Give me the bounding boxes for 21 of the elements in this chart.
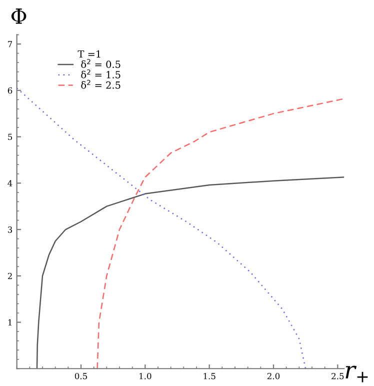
- legend-label: δ$^{2}$ = 2.5: [81, 80, 120, 89]
- x-tick-label: 1.5: [204, 372, 216, 380]
- y-tick-label: 6: [8, 87, 12, 94]
- x-tick-label: 2.0: [267, 372, 280, 380]
- y-tick-label: 3: [8, 226, 12, 233]
- x-axis-title: r$_{+}$: [346, 366, 368, 382]
- y-tick-label: 4: [8, 180, 12, 186]
- legend-title: T =1: [78, 50, 100, 58]
- y-tick-label: 1: [8, 319, 12, 326]
- y-tick-label: 2: [8, 272, 12, 280]
- legend-label: δ$^{2}$ = 1.5: [81, 69, 120, 78]
- line-series: [16, 87, 306, 369]
- y-tick-label: 7: [8, 41, 12, 48]
- line-series: [36, 176, 344, 369]
- y-tick-label: 5: [8, 134, 12, 140]
- y-axis-title: Φ: [11, 8, 26, 24]
- x-tick-label: 2.5: [332, 372, 344, 380]
- legend-label: δ$^{2}$ = 0.5: [81, 59, 120, 68]
- x-tick-label: 1.0: [140, 372, 152, 380]
- x-tick-label: 0.5: [74, 372, 87, 380]
- line-series: [96, 98, 344, 369]
